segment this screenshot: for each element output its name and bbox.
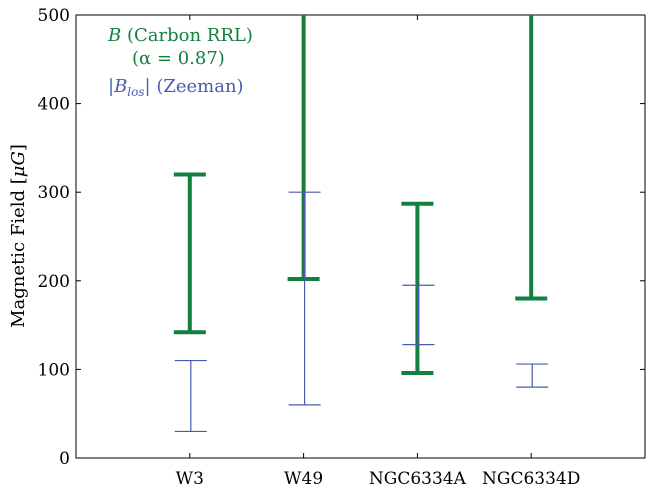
legend-green-line2: (α = 0.87) [132,48,225,69]
x-tick-label: NGC6334D [482,469,580,489]
legend-blue-prefix: |B [108,76,127,97]
y-tick-label: 500 [38,6,70,26]
x-tick-label: W3 [176,469,204,489]
y-tick-label: 0 [59,449,70,469]
legend-blue-sub: los [127,85,144,99]
x-tick-label: W49 [284,469,323,489]
y-axis-label-close: ] [8,144,29,151]
y-tick-label: 200 [38,272,70,292]
legend-blue-suffix: | (Zeeman) [145,76,244,97]
x-tick-label: NGC6334A [369,469,467,489]
y-tick-label: 400 [38,95,70,115]
plot-area: 0 100 200 300 400 500 W3 W49 NGC6334A NGC6334D [38,6,646,489]
axes-frame [75,14,646,459]
y-axis-label-unit: μG [8,151,29,177]
legend-green-line1: B (Carbon RRL) [107,25,253,46]
legend: B (Carbon RRL) (α = 0.87) |Blos| (Zeeman… [107,25,253,99]
y-tick-label: 300 [38,183,70,203]
error-bars [173,15,549,433]
y-axis-label: Magnetic Field [μG] [8,144,29,328]
series-1 [174,191,549,433]
y-ticks: 0 100 200 300 400 500 [38,6,645,469]
y-axis-label-text: Magnetic Field [ [8,177,29,328]
legend-green-symbol: B [107,25,121,46]
y-tick-label: 100 [38,360,70,380]
legend-blue: |Blos| (Zeeman) [108,76,244,99]
legend-green-text: (Carbon RRL) [121,25,253,46]
x-ticks: W3 W49 NGC6334A NGC6334D [176,15,580,489]
series-0 [173,15,548,375]
